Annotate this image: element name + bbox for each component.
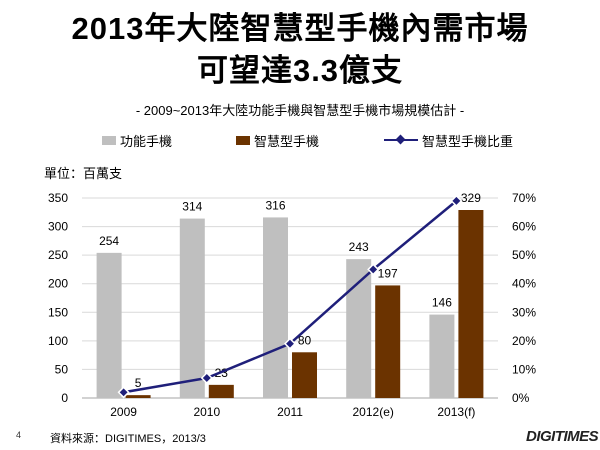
unit-label: 單位：百萬支 <box>44 166 123 181</box>
bar-feature-phone <box>346 259 372 398</box>
chart-subtitle: - 2009~2013年大陸功能手機與智慧型手機市場規模估計 - <box>135 103 465 118</box>
point-smartphone-ratio <box>450 194 463 207</box>
right-axis-tick-label: 70% <box>512 191 536 205</box>
point-smartphone-ratio <box>117 386 130 399</box>
left-axis-tick-label: 0 <box>61 391 68 405</box>
left-axis-tick-label: 100 <box>48 334 68 348</box>
right-axis-tick-label: 40% <box>512 277 536 291</box>
left-axis-tick-label: 50 <box>55 362 69 376</box>
data-label-feature-phone: 314 <box>182 200 202 214</box>
digitimes-logo: DIGITIMES <box>526 428 599 445</box>
data-label-feature-phone: 254 <box>99 234 119 248</box>
legend-label-feature-phone: 功能手機 <box>120 133 173 149</box>
point-smartphone-ratio <box>283 337 297 350</box>
bar-feature-phone <box>263 217 288 398</box>
page-number: 4 <box>16 430 22 440</box>
x-axis-tick-label: 2010 <box>193 405 220 419</box>
left-axis-tick-label: 200 <box>48 277 68 291</box>
data-label-smartphone: 80 <box>298 333 312 347</box>
bar-smartphone <box>208 384 234 398</box>
right-axis-tick-label: 50% <box>512 248 536 262</box>
bar-feature-phone <box>179 218 205 398</box>
bar-smartphone <box>375 285 401 398</box>
x-axis-tick-label: 2009 <box>110 405 137 419</box>
source-note: 資料來源：DIGITIMES，2013/3 <box>50 433 206 445</box>
right-axis-tick-label: 0% <box>512 391 530 405</box>
left-axis-tick-label: 250 <box>48 248 68 262</box>
bar-smartphone <box>125 395 151 398</box>
point-smartphone-ratio <box>367 263 380 276</box>
point-smartphone-ratio <box>200 371 213 385</box>
page-title: 2013年大陸智慧型手機內需市場 <box>71 11 529 46</box>
bar-smartphone <box>292 352 317 398</box>
data-label-smartphone: 5 <box>135 376 142 390</box>
right-axis-tick-label: 60% <box>512 220 536 234</box>
page-title-line-2: 可望達3.3億支 <box>196 53 404 88</box>
data-label-feature-phone: 243 <box>349 240 369 254</box>
left-axis-tick-label: 350 <box>48 191 68 205</box>
x-axis-tick-label: 2012(e) <box>353 405 394 419</box>
legend-swatch-feature-phone <box>102 135 116 145</box>
left-axis-tick-label: 150 <box>48 305 68 319</box>
legend-item-smartphone-ratio: 智慧型手機比重 <box>384 131 513 149</box>
legend-item-smartphone: 智慧型手機 <box>236 131 319 149</box>
x-axis-tick-label: 2011 <box>277 405 303 419</box>
right-axis-tick-label: 10% <box>512 362 536 376</box>
bar-feature-phone <box>429 314 455 398</box>
legend-label-smartphone-ratio: 智慧型手機比重 <box>422 133 514 149</box>
data-label-smartphone: 329 <box>461 191 481 205</box>
data-label-feature-phone: 146 <box>432 296 452 310</box>
legend-item-feature-phone: 功能手機 <box>102 131 172 149</box>
data-label-feature-phone: 316 <box>265 198 285 212</box>
left-axis-tick-label: 300 <box>48 220 68 234</box>
bar-smartphone <box>458 210 484 398</box>
line-smartphone-ratio <box>123 199 458 394</box>
right-axis-tick-label: 30% <box>512 305 536 319</box>
bar-feature-phone <box>96 252 122 398</box>
right-axis-tick-label: 20% <box>512 334 536 348</box>
legend-line-marker <box>384 134 418 145</box>
data-label-smartphone: 197 <box>378 266 398 280</box>
legend-label-smartphone: 智慧型手機 <box>254 133 320 149</box>
x-axis-tick-label: 2013(f) <box>437 405 475 419</box>
legend-swatch-smartphone <box>236 135 250 145</box>
